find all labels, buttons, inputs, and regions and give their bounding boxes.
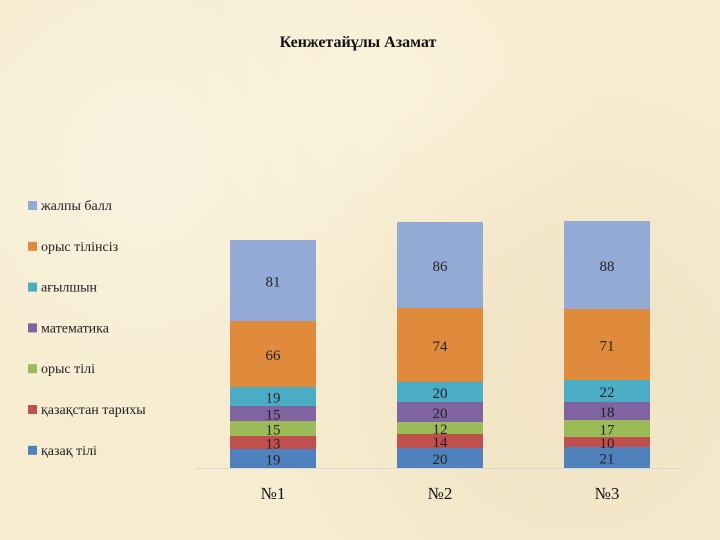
legend-swatch bbox=[28, 282, 37, 292]
legend-label: қазақстан тарихы bbox=[41, 403, 146, 418]
legend-label: орыс тілінсіз bbox=[41, 240, 119, 255]
data-label: 20 bbox=[433, 452, 448, 468]
bar-segment bbox=[397, 308, 483, 382]
bar-segment bbox=[230, 240, 316, 321]
legend-swatch bbox=[28, 405, 37, 414]
bar-segment bbox=[230, 436, 316, 449]
legend-label: орыс тілі bbox=[41, 362, 95, 377]
bar-segment bbox=[564, 420, 650, 437]
bar-segment bbox=[230, 387, 316, 406]
bar-segment bbox=[230, 406, 316, 421]
data-label: 81 bbox=[266, 275, 281, 291]
data-label: 15 bbox=[266, 408, 281, 424]
chart-title: Кенжетайұлы Азамат bbox=[280, 34, 437, 51]
legend-label: ағылшын bbox=[41, 281, 98, 296]
x-tick-label: №1 bbox=[261, 484, 286, 503]
data-label: 71 bbox=[600, 339, 615, 355]
legend-swatch bbox=[28, 201, 37, 210]
bar-segment bbox=[397, 402, 483, 422]
bar-segment bbox=[397, 382, 483, 402]
bar-segment bbox=[397, 448, 483, 468]
data-label: 66 bbox=[266, 348, 282, 364]
bar-segment bbox=[564, 402, 650, 420]
legend-label: математика bbox=[41, 321, 110, 336]
bar-segment bbox=[397, 422, 483, 434]
data-label: 20 bbox=[433, 386, 448, 402]
data-label: 13 bbox=[266, 437, 281, 453]
x-tick-label: №2 bbox=[428, 484, 453, 503]
legend-swatch bbox=[28, 241, 37, 251]
bar-segment bbox=[397, 434, 483, 448]
bar-segment bbox=[230, 321, 316, 387]
data-label: 74 bbox=[433, 339, 449, 355]
data-label: 17 bbox=[600, 423, 616, 439]
bar-segment bbox=[230, 449, 316, 468]
data-label: 14 bbox=[433, 435, 449, 451]
legend-swatch bbox=[28, 364, 37, 374]
legend-label: жалпы балл bbox=[40, 199, 112, 214]
data-label: 20 bbox=[433, 406, 448, 422]
data-label: 21 bbox=[600, 452, 615, 468]
legend-swatch bbox=[28, 323, 37, 333]
data-label: 15 bbox=[266, 423, 281, 439]
legend: жалпы балл орыс тілінсіз ағылшын математика… bbox=[28, 199, 146, 459]
legend-label: қазақ тілі bbox=[41, 444, 97, 459]
bar-segment bbox=[564, 437, 650, 447]
bar-segment bbox=[564, 447, 650, 468]
data-label: 12 bbox=[433, 422, 448, 438]
bar-segment bbox=[564, 380, 650, 402]
legend-swatch bbox=[28, 445, 37, 455]
data-label: 19 bbox=[266, 453, 281, 469]
data-label: 19 bbox=[266, 391, 281, 407]
data-label: 22 bbox=[600, 385, 615, 401]
bar-segment bbox=[397, 222, 483, 308]
bar-segment bbox=[564, 221, 650, 309]
data-label: 10 bbox=[600, 436, 615, 452]
data-label: 86 bbox=[433, 259, 449, 275]
data-label: 18 bbox=[600, 405, 615, 421]
bar-segment bbox=[564, 309, 650, 380]
data-label: 88 bbox=[600, 259, 615, 275]
plot-area: 1913151519668120141220207486211017182271… bbox=[230, 221, 650, 469]
x-axis: №1 №2 №3 bbox=[195, 468, 680, 503]
x-tick-label: №3 bbox=[595, 484, 620, 503]
bar-segment bbox=[230, 421, 316, 436]
